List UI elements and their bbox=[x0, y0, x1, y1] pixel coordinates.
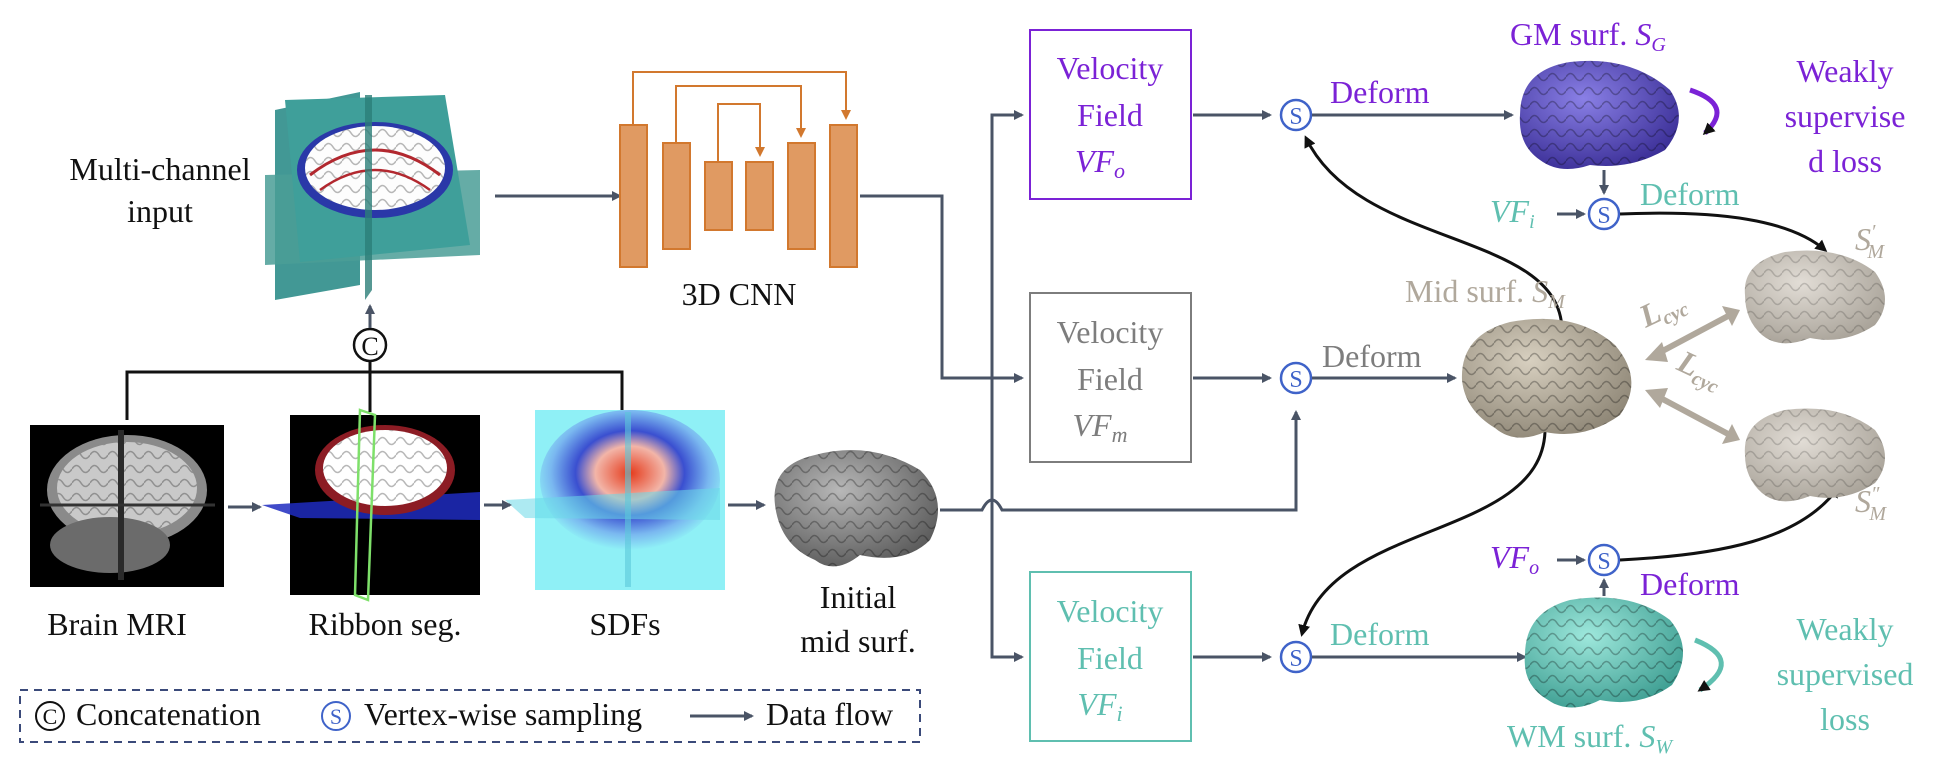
svg-text:Field: Field bbox=[1077, 97, 1143, 133]
sdfs-image bbox=[505, 410, 725, 590]
lcyc-label-bot: Lcyc bbox=[1670, 342, 1730, 398]
svg-text:Velocity: Velocity bbox=[1057, 593, 1164, 629]
svg-text:Field: Field bbox=[1077, 640, 1143, 676]
sampler-vfi: S bbox=[1587, 197, 1621, 231]
legend-dataflow-label: Data flow bbox=[766, 696, 893, 732]
legend-sampling-label: Vertex-wise sampling bbox=[364, 696, 642, 732]
cnn-output-lines bbox=[860, 110, 1024, 662]
deform-label-mid: Deform bbox=[1322, 338, 1422, 374]
initial-mid-surface-brain bbox=[774, 450, 938, 567]
multichannel-input-image bbox=[265, 92, 480, 300]
svg-text:Velocity: Velocity bbox=[1057, 50, 1164, 86]
deform-label-bot: Deform bbox=[1330, 616, 1430, 652]
input-chain-arrows bbox=[228, 191, 766, 512]
svg-text:Weakly: Weakly bbox=[1797, 53, 1894, 89]
initial-to-mid-sampler-arrow bbox=[940, 410, 1301, 512]
svg-text:Weakly: Weakly bbox=[1797, 611, 1894, 647]
velocity-field-top: Velocity Field VFo bbox=[1029, 29, 1192, 200]
wm-surface-brain bbox=[1524, 597, 1684, 708]
legend-concat-icon: C bbox=[35, 701, 65, 731]
sm-dprime-brain bbox=[1744, 408, 1885, 502]
deform-arrows bbox=[1312, 110, 1609, 662]
sm-prime-label: S′ M bbox=[1855, 221, 1885, 263]
sampler-bot: S bbox=[1279, 640, 1313, 674]
deform-label-vfo: Deform bbox=[1640, 566, 1740, 602]
sampler-vfo: S bbox=[1587, 543, 1621, 577]
initial-label-line1: Initial bbox=[820, 579, 897, 615]
concat-symbol: C bbox=[352, 327, 388, 363]
multichannel-label-line2: input bbox=[127, 193, 193, 229]
svg-text:S: S bbox=[1597, 203, 1610, 229]
lcyc-label-top: Lcyc bbox=[1633, 282, 1693, 338]
lcyc-arrows bbox=[1645, 306, 1740, 444]
wm-surface-label: WM surf. SW bbox=[1507, 718, 1674, 758]
black-curved-arrows bbox=[1298, 135, 1840, 637]
ribbon-seg-label: Ribbon seg. bbox=[309, 606, 462, 642]
concat-bracket bbox=[125, 362, 624, 420]
velocity-field-mid: Velocity Field VFm bbox=[1029, 292, 1192, 463]
vfo-side-label: VFo bbox=[1490, 539, 1539, 579]
deform-label-vfi: Deform bbox=[1640, 176, 1740, 212]
svg-text:d loss: d loss bbox=[1808, 143, 1882, 179]
deform-label-top: Deform bbox=[1330, 74, 1430, 110]
cnn-block bbox=[619, 71, 858, 268]
svg-text:loss: loss bbox=[1820, 701, 1870, 737]
wm-weak-loss-arrow bbox=[1694, 637, 1724, 693]
weak-loss-top-label: Weakly supervise d loss bbox=[1785, 53, 1906, 179]
mid-surface-label: Mid surf. SM bbox=[1405, 273, 1566, 313]
svg-text:supervise: supervise bbox=[1785, 98, 1906, 134]
svg-text:VFi: VFi bbox=[1077, 686, 1122, 726]
svg-text:S: S bbox=[1289, 367, 1302, 393]
velocity-field-bot: Velocity Field VFi bbox=[1029, 571, 1192, 742]
sm-dprime-label: S″ M bbox=[1855, 483, 1887, 525]
brain-mri-image bbox=[30, 425, 224, 587]
svg-text:supervised: supervised bbox=[1777, 656, 1914, 692]
gm-surface-label: GM surf. SG bbox=[1510, 16, 1666, 56]
svg-text:VFo: VFo bbox=[1075, 143, 1125, 183]
sm-prime-brain bbox=[1744, 250, 1885, 344]
sampler-mid: S bbox=[1279, 361, 1313, 395]
initial-label-line2: mid surf. bbox=[800, 623, 916, 659]
legend-sampling-icon: S bbox=[321, 701, 351, 731]
sdfs-label: SDFs bbox=[589, 606, 660, 642]
multichannel-label-line1: Multi-channel bbox=[69, 151, 250, 187]
svg-text:S: S bbox=[330, 704, 342, 729]
svg-text:C: C bbox=[361, 332, 378, 361]
svg-text:S: S bbox=[1289, 104, 1302, 130]
svg-text:Field: Field bbox=[1077, 361, 1143, 397]
ribbon-seg-image bbox=[262, 408, 480, 602]
legend-concat-label: Concatenation bbox=[76, 696, 261, 732]
svg-text:VFm: VFm bbox=[1073, 407, 1128, 447]
legend: C Concatenation S Vertex-wise sampling D… bbox=[19, 689, 921, 743]
sampler-top: S bbox=[1279, 98, 1313, 132]
svg-text:S: S bbox=[1289, 646, 1302, 672]
weak-loss-bot-label: Weakly supervised loss bbox=[1777, 611, 1914, 737]
gm-surface-brain bbox=[1519, 60, 1679, 170]
mid-surface-brain bbox=[1461, 318, 1632, 438]
vfi-side-label: VFi bbox=[1490, 193, 1535, 233]
gm-weak-loss-arrow bbox=[1689, 87, 1720, 136]
cnn-label: 3D CNN bbox=[682, 276, 797, 312]
svg-text:S: S bbox=[1597, 549, 1610, 575]
svg-text:Velocity: Velocity bbox=[1057, 314, 1164, 350]
vf-to-sampler-arrows bbox=[1193, 110, 1272, 662]
svg-text:C: C bbox=[43, 704, 58, 729]
brain-mri-label: Brain MRI bbox=[47, 606, 187, 642]
